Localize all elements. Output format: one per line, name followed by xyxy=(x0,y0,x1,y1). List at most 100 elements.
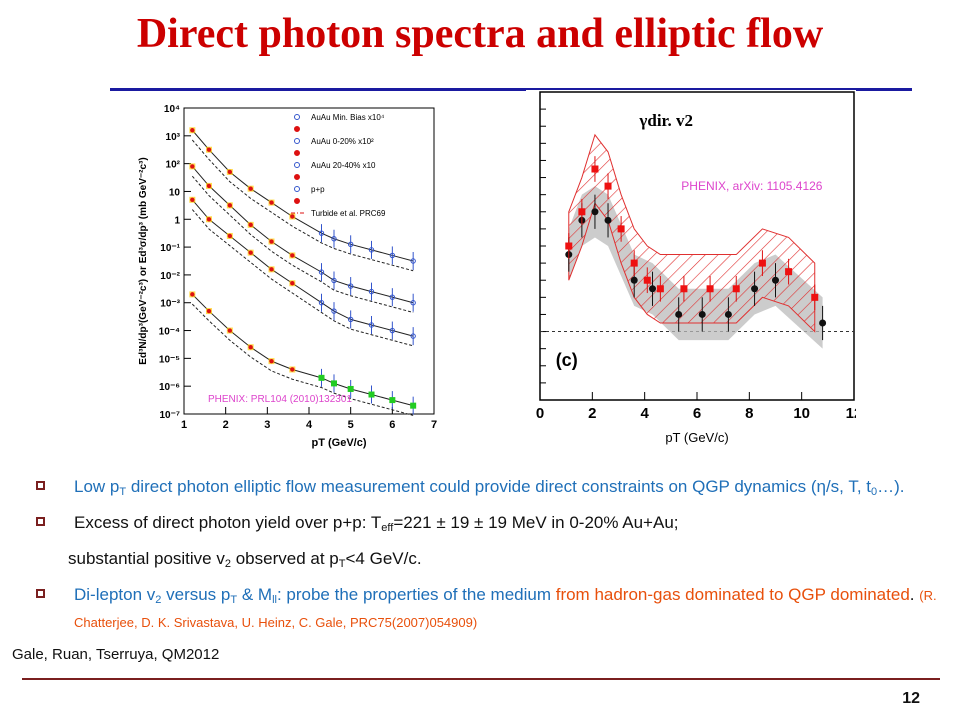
data-point xyxy=(410,258,416,264)
chart-annotation: PHENIX, arXiv: 1105.4126 xyxy=(681,179,823,193)
y-tick-label: 10⁻³ xyxy=(160,299,180,310)
red-data-point xyxy=(706,285,714,293)
red-data-point xyxy=(630,259,638,267)
red-data-point xyxy=(785,268,793,276)
data-point xyxy=(269,200,274,205)
series-dashed-curve xyxy=(191,209,414,347)
bullet-1-part: 0 xyxy=(871,486,878,498)
bullet-3-part: T xyxy=(230,594,238,606)
data-point xyxy=(227,328,233,333)
bullet-1: Low pT direct photon elliptic flow measu… xyxy=(36,476,956,503)
bullet-2-part: eff xyxy=(381,522,394,534)
bullet-3-part: . xyxy=(909,585,920,604)
legend-label: Turbide et al. PRC69 xyxy=(311,209,386,218)
data-point xyxy=(190,292,195,297)
bullet-3-part: ll xyxy=(272,594,277,606)
red-data-point xyxy=(811,293,819,301)
bullet-1-part: Low p xyxy=(74,477,120,496)
y-tick-label: 10⁻⁴ xyxy=(159,327,180,338)
data-point xyxy=(290,367,295,372)
black-data-point xyxy=(649,285,657,293)
data-point xyxy=(389,252,396,259)
x-tick-label: 6 xyxy=(389,419,395,431)
bullet-2-cont-part: T xyxy=(338,558,346,570)
data-point xyxy=(269,239,274,244)
page-number: 12 xyxy=(902,690,920,707)
data-point xyxy=(347,316,354,323)
bullet-text: Excess of direct photon yield over p+p: … xyxy=(74,513,679,534)
data-point xyxy=(248,222,253,228)
red-data-point xyxy=(604,182,612,190)
data-point xyxy=(248,186,253,191)
data-point xyxy=(347,283,354,289)
data-point xyxy=(190,197,195,202)
black-data-point xyxy=(675,310,683,318)
x-axis-label: pT (GeV/c) xyxy=(665,430,728,445)
data-point xyxy=(331,277,337,284)
red-data-point xyxy=(656,285,664,293)
bullet-2-cont-part: substantial positive v xyxy=(68,549,225,568)
data-point xyxy=(206,217,212,222)
bullet-1-part: direct photon elliptic flow measurement … xyxy=(126,477,871,496)
black-data-point xyxy=(819,319,827,327)
data-point xyxy=(190,128,195,133)
data-point xyxy=(331,308,337,314)
data-point xyxy=(290,281,295,286)
x-tick-label: 8 xyxy=(745,405,753,422)
y-tick-label: 10³ xyxy=(166,132,181,143)
bullet-3-part: versus p xyxy=(161,585,231,604)
pp-point xyxy=(318,374,325,381)
data-point xyxy=(290,214,295,219)
data-point xyxy=(206,147,212,152)
bullet-text: Low pT direct photon elliptic flow measu… xyxy=(74,477,905,498)
data-point xyxy=(318,269,325,275)
v2-chart: 0 2 4 6 8 10 12 pT (GeV/c) γdir. v2 PHENIX, arXiv… xyxy=(536,91,856,445)
red-data-point xyxy=(643,276,651,284)
black-data-point xyxy=(591,208,599,216)
plot-frame xyxy=(183,107,435,415)
data-point xyxy=(368,322,375,328)
legend-label: AuAu 20-40% x10 xyxy=(311,161,376,170)
legend-swatch xyxy=(294,138,300,144)
black-data-point xyxy=(698,310,706,318)
spectra-chart: 10⁻⁷ 10⁻⁶ 10⁻⁵ 10⁻⁴ 10⁻³ 10⁻² 10⁻¹ 1 10 10² 10³ 10⁴… xyxy=(138,104,437,449)
x-tick-label: 5 xyxy=(348,419,354,431)
bullet-list: Low pT direct photon elliptic flow measu… xyxy=(36,476,956,643)
bullet-marker xyxy=(36,589,45,598)
bullet-marker xyxy=(36,517,45,526)
panel-label: (c) xyxy=(556,350,578,370)
red-data-point xyxy=(732,285,740,293)
x-tick-label: 0 xyxy=(536,405,544,422)
data-point xyxy=(318,230,325,236)
title-underline xyxy=(110,88,912,91)
legend-label: p+p xyxy=(311,185,325,194)
x-tick-label: 7 xyxy=(431,419,437,431)
bullet-3-part: & M xyxy=(237,585,273,604)
x-tick-label: 10 xyxy=(793,405,810,422)
data-point xyxy=(248,345,253,350)
data-point xyxy=(190,164,195,169)
legend-swatch xyxy=(294,198,300,204)
pp-point xyxy=(347,385,354,392)
y-tick-label: 10⁻⁵ xyxy=(159,354,180,365)
pp-point xyxy=(331,380,337,387)
bullet-2-continuation: substantial positive v2 observed at pT<4… xyxy=(36,548,956,575)
bullet-3-part: Di-lepton v xyxy=(74,585,156,604)
bullet-3-part: : probe the properties of the medium xyxy=(276,585,556,604)
data-point xyxy=(290,253,295,258)
x-tick-label: 2 xyxy=(223,419,229,431)
x-tick-label: 2 xyxy=(588,405,596,422)
legend-label: AuAu 0-20% x10² xyxy=(311,137,374,146)
data-point xyxy=(248,250,253,255)
legend-swatch xyxy=(294,150,300,156)
series-fit-curve xyxy=(191,294,414,407)
black-data-point xyxy=(724,310,732,318)
data-point xyxy=(269,267,274,272)
slide-title: Direct photon spectra and elliptic flow xyxy=(136,11,824,57)
data-point xyxy=(227,203,233,208)
y-tick-label: 10⁴ xyxy=(164,104,180,115)
legend-swatch xyxy=(294,114,300,120)
bullet-1-part: T xyxy=(119,486,127,498)
y-tick-label: 10⁻⁷ xyxy=(159,410,180,421)
pp-point xyxy=(410,402,417,409)
